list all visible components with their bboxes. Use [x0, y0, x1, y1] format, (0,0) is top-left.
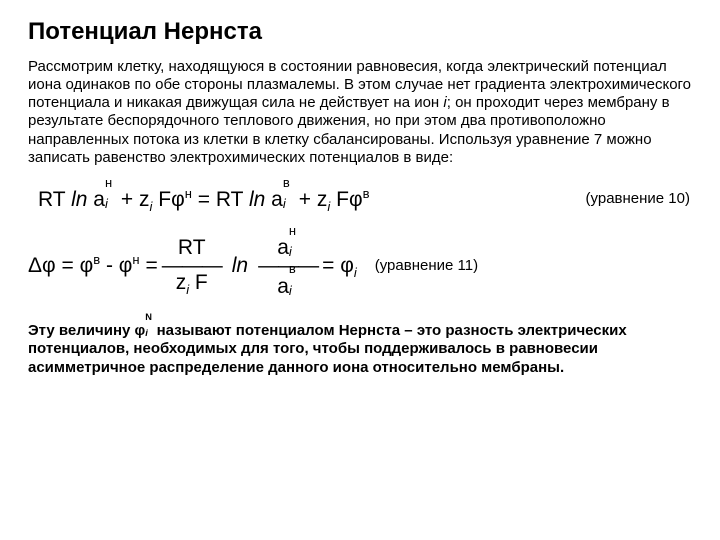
eq10-ln1: ln — [71, 188, 87, 211]
eq11-an-sup: н — [289, 224, 296, 237]
outro-paragraph: Эту величину φNi называют потенциалом Не… — [28, 320, 696, 377]
eq11-lhs: Δφ = φв - φн = — [28, 254, 158, 277]
eq11-av-idx: вi — [289, 272, 299, 293]
eq11-rhs: = φi — [322, 254, 357, 277]
eq10-plus1: + z — [121, 188, 150, 211]
eq11-av-sub: i — [289, 284, 292, 297]
eq10-a1-idx: нi — [105, 185, 115, 206]
equation-11-label: (уравнение 11) — [375, 257, 478, 274]
slide: Потенциал Нернста Рассмотрим клетку, нах… — [0, 0, 720, 540]
slide-title: Потенциал Нернста — [28, 18, 696, 46]
eq10-phi1: φ — [171, 188, 185, 211]
eq11-phi-i-sub: i — [354, 265, 357, 280]
outro-sub: i — [145, 329, 148, 338]
eq11-phi-v: φ — [80, 254, 94, 277]
eq11-phi-n: φ — [119, 254, 133, 277]
eq10-a2-idx: вi — [283, 185, 293, 206]
eq10-phiv: в — [363, 186, 370, 201]
eq10-phi2: φ — [349, 188, 363, 211]
eq11-av-sup: в — [289, 262, 296, 275]
eq11-ln: ln — [232, 254, 248, 277]
eq10-phin: н — [185, 186, 192, 201]
eq11-f: F — [189, 271, 208, 294]
outro-phi-idx: Ni — [145, 320, 152, 335]
eq11-z: z — [176, 271, 187, 294]
eq11-minus: - — [100, 254, 119, 277]
eq11-av: a — [277, 275, 289, 298]
eq10-plus2: + z — [299, 188, 328, 211]
equation-11: Δφ = φв - φн = RT ——— zi F ln aнi ——— aв… — [28, 233, 357, 298]
equation-10-label: (уравнение 10) — [586, 190, 696, 207]
eq10-rt1: RT — [38, 188, 71, 211]
eq11-sup-n: н — [132, 252, 139, 267]
eq11-dphi: Δφ = — [28, 254, 80, 277]
eq10-f1: F — [152, 188, 171, 211]
eq11-a-den: aвi — [275, 272, 301, 298]
eq11-frac-rtzf: RT ——— zi F — [162, 237, 222, 294]
eq11-zf: zi F — [174, 272, 210, 294]
eq10-a2-sup: в — [283, 176, 290, 189]
eq10-a2-sub: i — [283, 197, 286, 210]
eq11-an-sub: i — [289, 245, 292, 258]
eq10-a2: a — [271, 188, 283, 211]
eq10-ln2: ln — [249, 188, 265, 211]
eq10-a1-sub: i — [105, 197, 108, 210]
outro-sup: N — [145, 313, 152, 322]
equation-10-row: RT ln aнi + zi Fφн = RT ln aвi + zi Fφв … — [28, 185, 696, 211]
intro-paragraph: Рассмотрим клетку, находящуюся в состоян… — [28, 58, 696, 168]
eq11-an-idx: нi — [289, 233, 299, 254]
outro-prefix: Эту величину φ — [28, 322, 145, 339]
eq10-a1: a — [93, 188, 105, 211]
eq10-rt2: RT — [216, 188, 249, 211]
eq10-f2: F — [330, 188, 349, 211]
eq10-a1-sup: н — [105, 176, 112, 189]
equation-10: RT ln aнi + zi Fφн = RT ln aвi + zi Fφв — [28, 185, 369, 211]
equation-11-row: Δφ = φв - φн = RT ——— zi F ln aнi ——— aв… — [28, 233, 696, 298]
eq11-frac-a: aнi ——— aвi — [258, 233, 318, 298]
eq10-eq: = — [198, 188, 216, 211]
eq11-eq1: = — [140, 254, 158, 277]
eq11-eq-phi: = φ — [322, 254, 354, 277]
